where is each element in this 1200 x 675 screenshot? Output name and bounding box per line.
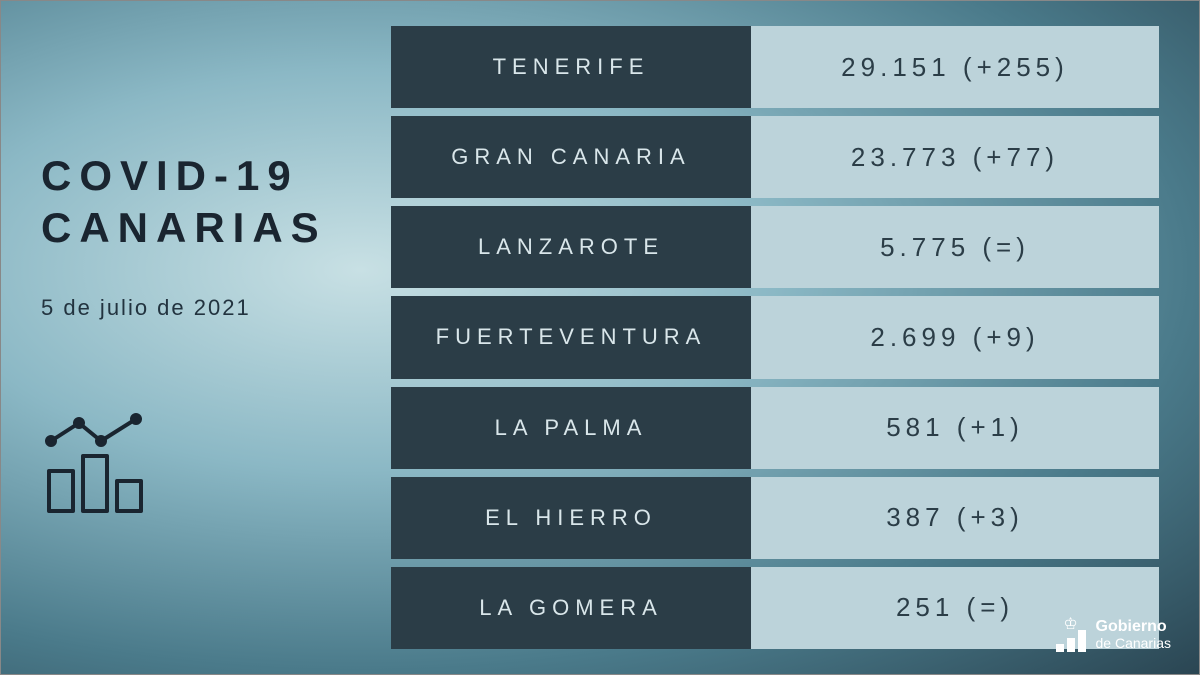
island-name-cell: FUERTEVENTURA [391, 296, 751, 378]
logo-line-1: Gobierno [1096, 619, 1172, 636]
island-value-cell: 23.773 (+77) [751, 116, 1159, 198]
island-name-cell: TENERIFE [391, 26, 751, 108]
gobierno-canarias-logo: ♔ Gobierno de Canarias [1056, 614, 1172, 656]
logo-line-2: de Canarias [1096, 636, 1172, 651]
logo-mark: ♔ [1056, 614, 1086, 656]
page-title: COVID-19 CANARIAS [41, 150, 371, 255]
logo-text: Gobierno de Canarias [1096, 619, 1172, 650]
cases-table: TENERIFE29.151 (+255)GRAN CANARIA23.773 … [391, 1, 1199, 674]
island-name-cell: GRAN CANARIA [391, 116, 751, 198]
island-name-cell: LA GOMERA [391, 567, 751, 649]
table-row: TENERIFE29.151 (+255) [391, 26, 1159, 108]
bar-line-chart-icon [41, 411, 371, 526]
table-row: LA GOMERA251 (=) [391, 567, 1159, 649]
island-name-cell: EL HIERRO [391, 477, 751, 559]
report-date: 5 de julio de 2021 [41, 295, 371, 321]
island-name-cell: LA PALMA [391, 387, 751, 469]
island-value-cell: 2.699 (+9) [751, 296, 1159, 378]
table-row: LA PALMA581 (+1) [391, 387, 1159, 469]
island-name-cell: LANZAROTE [391, 206, 751, 288]
table-row: GRAN CANARIA23.773 (+77) [391, 116, 1159, 198]
left-panel: COVID-19 CANARIAS 5 de julio de 2021 [1, 1, 391, 674]
island-value-cell: 581 (+1) [751, 387, 1159, 469]
table-row: LANZAROTE5.775 (=) [391, 206, 1159, 288]
table-row: EL HIERRO387 (+3) [391, 477, 1159, 559]
table-row: FUERTEVENTURA2.699 (+9) [391, 296, 1159, 378]
title-line-2: CANARIAS [41, 202, 371, 255]
island-value-cell: 29.151 (+255) [751, 26, 1159, 108]
island-value-cell: 387 (+3) [751, 477, 1159, 559]
island-value-cell: 5.775 (=) [751, 206, 1159, 288]
title-line-1: COVID-19 [41, 150, 371, 203]
